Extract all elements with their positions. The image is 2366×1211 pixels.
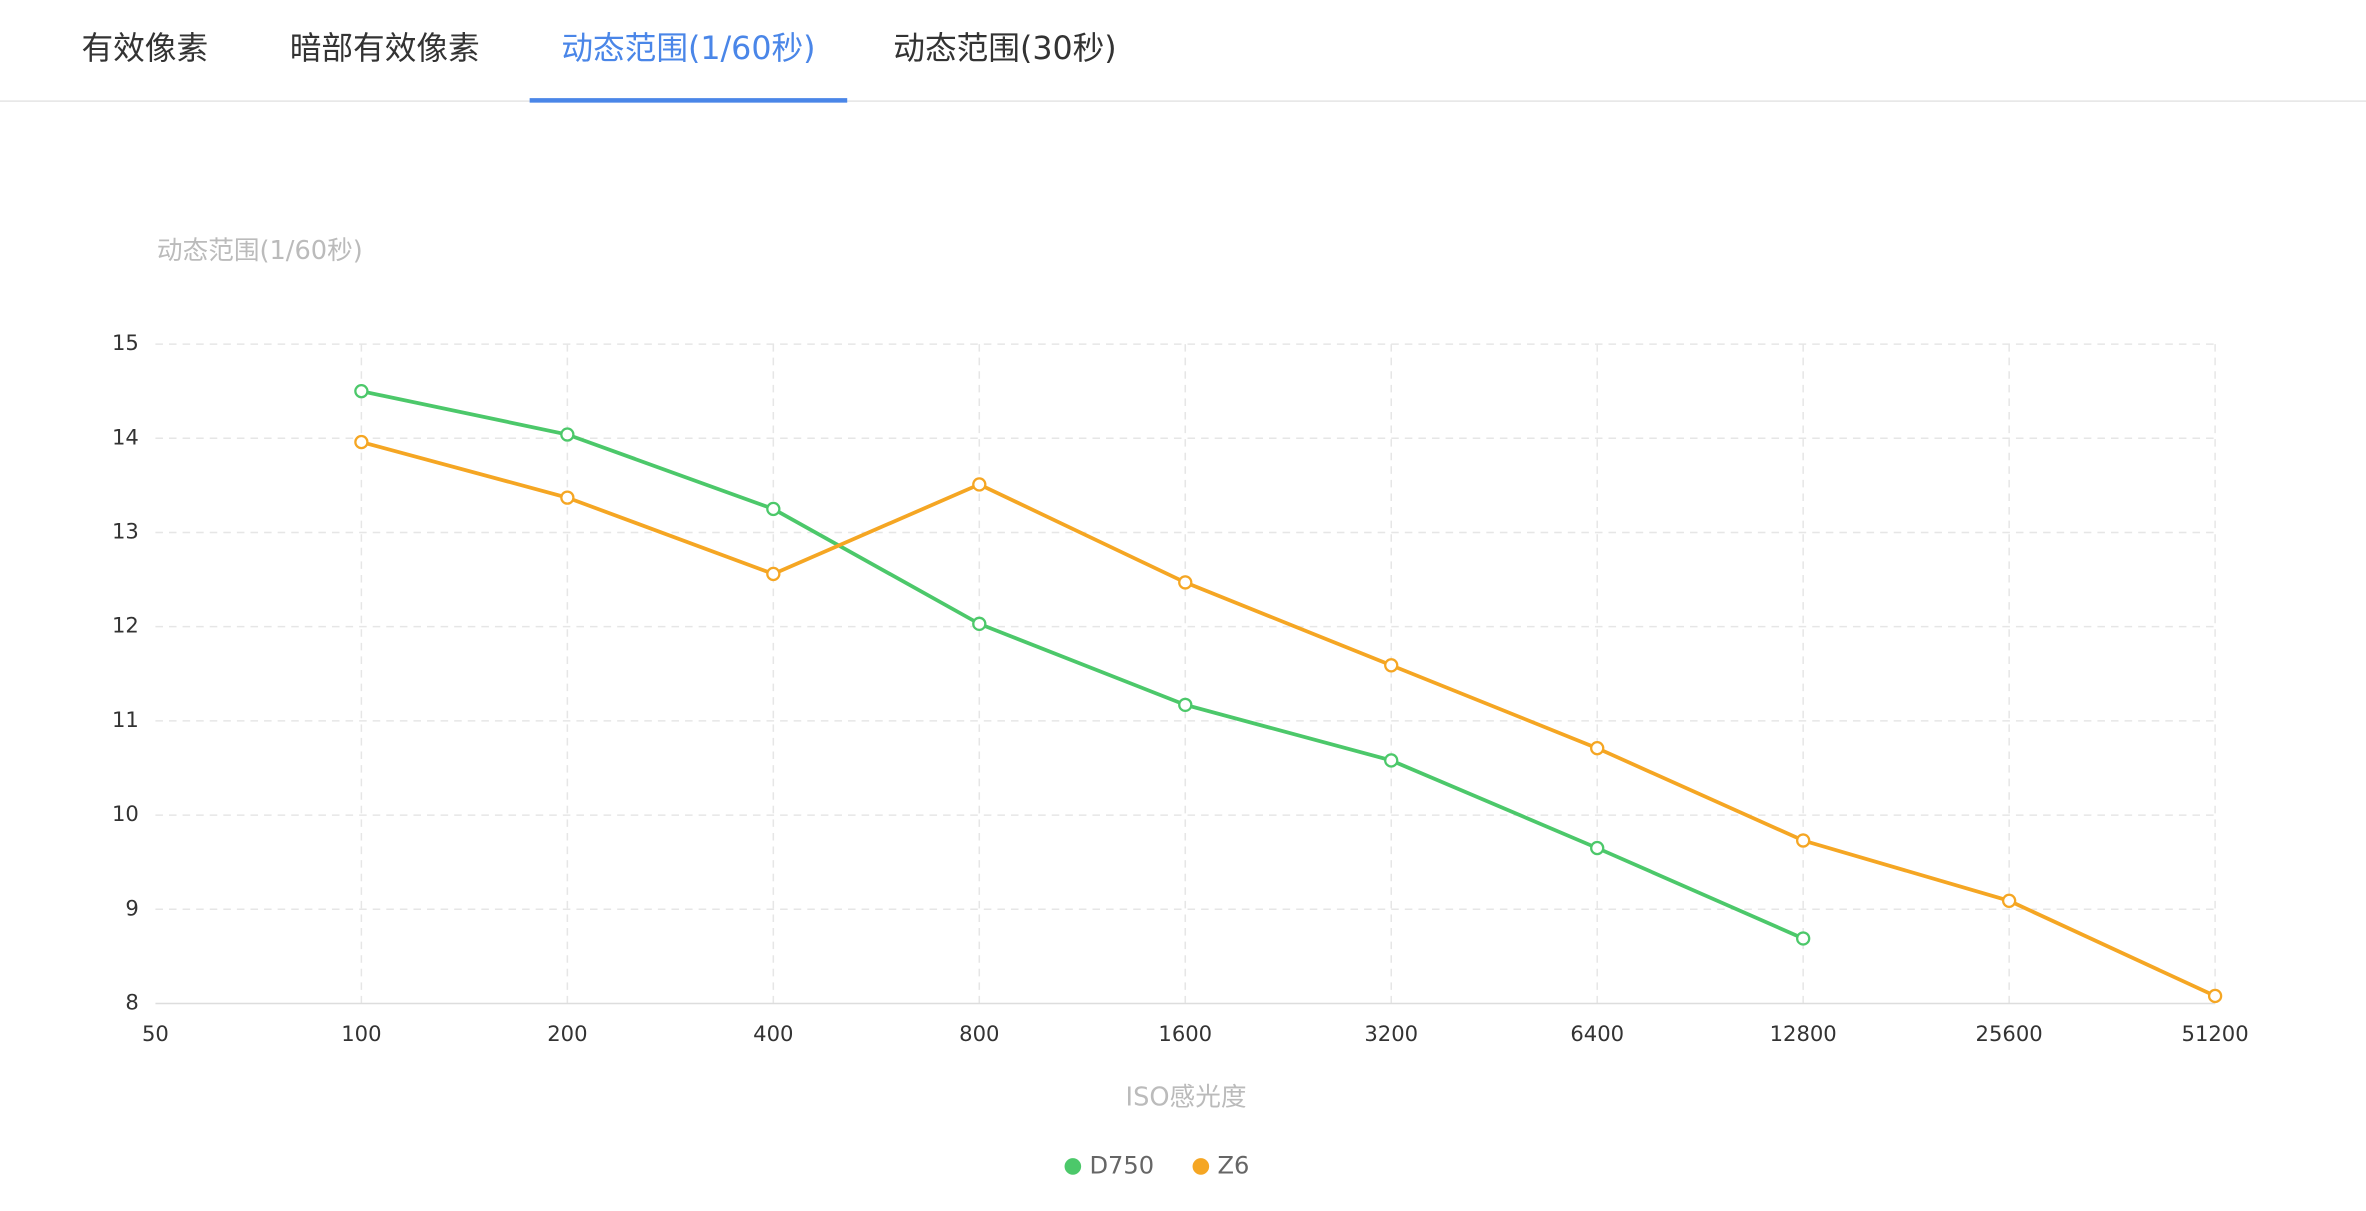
- tab[interactable]: 动态范围(30秒): [893, 31, 1116, 67]
- x-tick-label: 800: [959, 1021, 999, 1046]
- data-point: [766, 566, 781, 582]
- y-tick-label: 13: [112, 518, 139, 543]
- data-point: [560, 427, 575, 442]
- legend-swatch[interactable]: [1064, 1158, 1082, 1175]
- data-point: [354, 384, 369, 399]
- data-point: [1590, 840, 1605, 856]
- tab-underline: [529, 98, 848, 103]
- x-tick-label: 50: [142, 1021, 169, 1046]
- tab[interactable]: 有效像素: [81, 31, 208, 67]
- y-tick-label: 12: [112, 613, 139, 638]
- plot: 8 9 10 11 12 13 14 15 50 100 200 400 800 1600 3200 6400…: [112, 330, 2249, 1179]
- x-tick-label: 100: [341, 1021, 381, 1046]
- x-tick-label: 3200: [1364, 1021, 1418, 1046]
- chart-title: 动态范围(1/60秒): [157, 236, 363, 266]
- data-point: [766, 501, 781, 517]
- data-point: [560, 490, 575, 505]
- x-tick-label: 200: [547, 1021, 587, 1046]
- x-tick-label: 12800: [1770, 1021, 1837, 1046]
- x-tick-label: 25600: [1976, 1021, 2043, 1046]
- y-tick-label: 11: [112, 707, 139, 732]
- data-point: [972, 616, 987, 632]
- tab-bar: 有效像素 暗部有效像素 动态范围(1/60秒) 动态范围(30秒): [81, 31, 1117, 103]
- data-point: [1384, 753, 1399, 768]
- y-tick-label: 15: [112, 330, 139, 355]
- data-point: [1178, 575, 1193, 590]
- y-tick-label: 8: [125, 989, 138, 1014]
- x-tick-label: 51200: [2182, 1021, 2249, 1046]
- y-tick-label: 9: [125, 895, 138, 920]
- data-point: [1796, 833, 1811, 848]
- tab[interactable]: 暗部有效像素: [290, 31, 480, 67]
- x-axis-title: ISO感光度: [1126, 1083, 1247, 1113]
- x-tick-label: 1600: [1158, 1021, 1212, 1046]
- data-point: [1796, 931, 1811, 946]
- legend-label[interactable]: Z6: [1217, 1151, 1249, 1179]
- data-point: [1178, 697, 1193, 713]
- data-point: [354, 434, 369, 450]
- series-line: [360, 440, 2216, 998]
- y-tick-label: 14: [112, 424, 139, 449]
- tab[interactable]: 动态范围(1/60秒): [561, 31, 815, 67]
- series-line: [361, 389, 1804, 941]
- y-tick-label: 10: [112, 801, 139, 826]
- x-tick-label: 400: [753, 1021, 793, 1046]
- legend-label[interactable]: D750: [1089, 1151, 1154, 1179]
- data-point: [1384, 658, 1399, 673]
- data-point: [2207, 988, 2223, 1004]
- legend-swatch[interactable]: [1192, 1158, 1210, 1175]
- data-point: [2001, 893, 2017, 908]
- data-point: [1590, 741, 1605, 756]
- data-point: [972, 477, 987, 492]
- x-tick-label: 6400: [1570, 1021, 1624, 1046]
